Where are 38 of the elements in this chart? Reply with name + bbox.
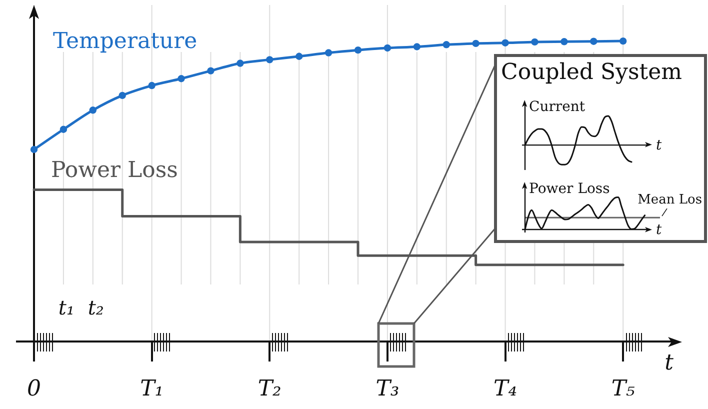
point <box>619 37 627 45</box>
point <box>89 106 97 114</box>
point <box>413 43 421 50</box>
point <box>148 82 156 90</box>
series-label: Temperature <box>53 29 198 54</box>
y-axis-title: Power Loss <box>529 181 610 197</box>
point <box>30 146 38 154</box>
x-tick-label: t₂ <box>88 296 104 320</box>
point <box>60 126 68 133</box>
x-tick-label: T₃ <box>376 376 400 402</box>
x-axis-title: t <box>664 350 674 376</box>
point <box>560 38 568 46</box>
point <box>178 75 185 82</box>
point <box>442 41 450 48</box>
x-tick-label: 0 <box>27 376 41 402</box>
point <box>472 40 480 48</box>
x-axis-title: t <box>656 138 662 154</box>
point <box>266 56 274 64</box>
point <box>384 44 392 52</box>
point <box>531 38 538 46</box>
x-axis-title: t <box>656 222 662 238</box>
x-tick-label: t₁ <box>58 296 74 320</box>
point <box>118 92 126 100</box>
point <box>590 38 598 45</box>
x-tick-label: T₂ <box>258 376 282 402</box>
point <box>236 60 244 67</box>
point <box>295 52 303 60</box>
series-label: Power Loss <box>51 158 178 183</box>
point <box>207 67 214 74</box>
chart-title: Coupled System <box>501 60 682 85</box>
point <box>502 39 509 46</box>
y-axis-title: Current <box>529 99 586 115</box>
point <box>324 49 332 56</box>
x-tick-label: T₅ <box>611 376 636 402</box>
ref-line-label: Mean Los <box>638 192 702 208</box>
point <box>354 46 362 54</box>
x-tick-label: T₁ <box>140 376 164 402</box>
x-tick-label: T₄ <box>494 376 518 402</box>
